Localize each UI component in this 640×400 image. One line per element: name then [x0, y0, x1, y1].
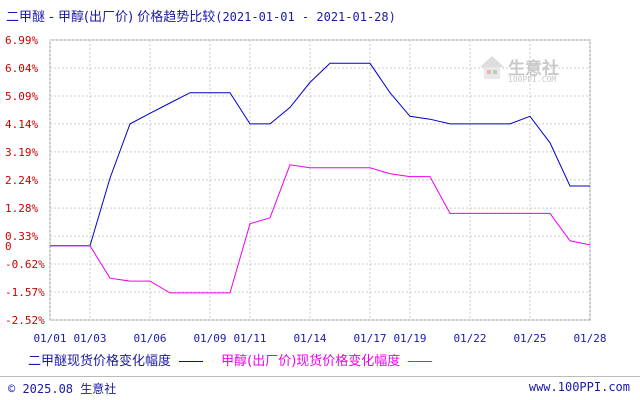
legend-swatch-methanol — [408, 361, 433, 362]
x-tick-label: 01/17 — [353, 332, 386, 345]
x-tick-label: 01/09 — [193, 332, 226, 345]
legend-label-dme: 二甲醚现货价格变化幅度 — [28, 354, 172, 369]
legend-item-dme: 二甲醚现货价格变化幅度 — [28, 350, 204, 369]
y-tick-label: -0.62% — [5, 258, 45, 271]
y-tick-label: 3.19% — [5, 146, 38, 159]
chart-title: 二甲醚 - 甲醇(出厂价) 价格趋势比较(2021-01-01 - 2021-0… — [6, 6, 396, 25]
y-tick-label: 4.14% — [5, 118, 38, 131]
x-tick-label: 01/06 — [133, 332, 166, 345]
x-tick-label: 01/19 — [393, 332, 426, 345]
y-tick-label: -2.52% — [5, 314, 45, 327]
series-line-dme — [50, 62, 590, 247]
x-tick-label: 01/22 — [453, 332, 486, 345]
footer-divider — [0, 376, 640, 377]
series-line-methanol — [50, 164, 591, 294]
x-tick-label: 01/01 — [33, 332, 66, 345]
chart-legend: 二甲醚现货价格变化幅度 甲醇(出厂价)现货价格变化幅度 — [28, 350, 446, 369]
watermark: 生意社 100PPI.COM — [478, 54, 559, 86]
x-tick-label: 01/03 — [73, 332, 106, 345]
chart-date-range: (2021-01-01 - 2021-01-28) — [215, 10, 396, 24]
y-tick-label: 5.09% — [5, 90, 38, 103]
x-tick-label: 01/11 — [233, 332, 266, 345]
x-tick-label: 01/28 — [573, 332, 606, 345]
y-tick-label: 1.28% — [5, 202, 38, 215]
watermark-url: 100PPI.COM — [508, 75, 557, 84]
legend-swatch-dme — [179, 361, 204, 362]
y-tick-label: 6.99% — [5, 34, 38, 47]
footer-copyright: © 2025.08 生意社 — [8, 382, 117, 396]
watermark-name: 生意社 — [508, 59, 559, 79]
y-tick-label: 0.33% — [5, 230, 38, 243]
y-tick-label: -1.57% — [5, 286, 45, 299]
y-zero-label: 0 — [5, 240, 12, 253]
chart-title-text: 二甲醚 - 甲醇(出厂价) 价格趋势比较 — [6, 10, 216, 25]
x-tick-label: 01/25 — [513, 332, 546, 345]
x-tick-label: 01/14 — [293, 332, 326, 345]
y-tick-label: 2.24% — [5, 174, 38, 187]
y-tick-label: 6.04% — [5, 62, 38, 75]
legend-item-methanol: 甲醇(出厂价)现货价格变化幅度 — [221, 350, 433, 369]
footer-website-link[interactable]: www.100PPI.com — [528, 380, 630, 394]
house-logo-icon — [480, 56, 504, 79]
legend-label-methanol: 甲醇(出厂价)现货价格变化幅度 — [221, 354, 401, 369]
